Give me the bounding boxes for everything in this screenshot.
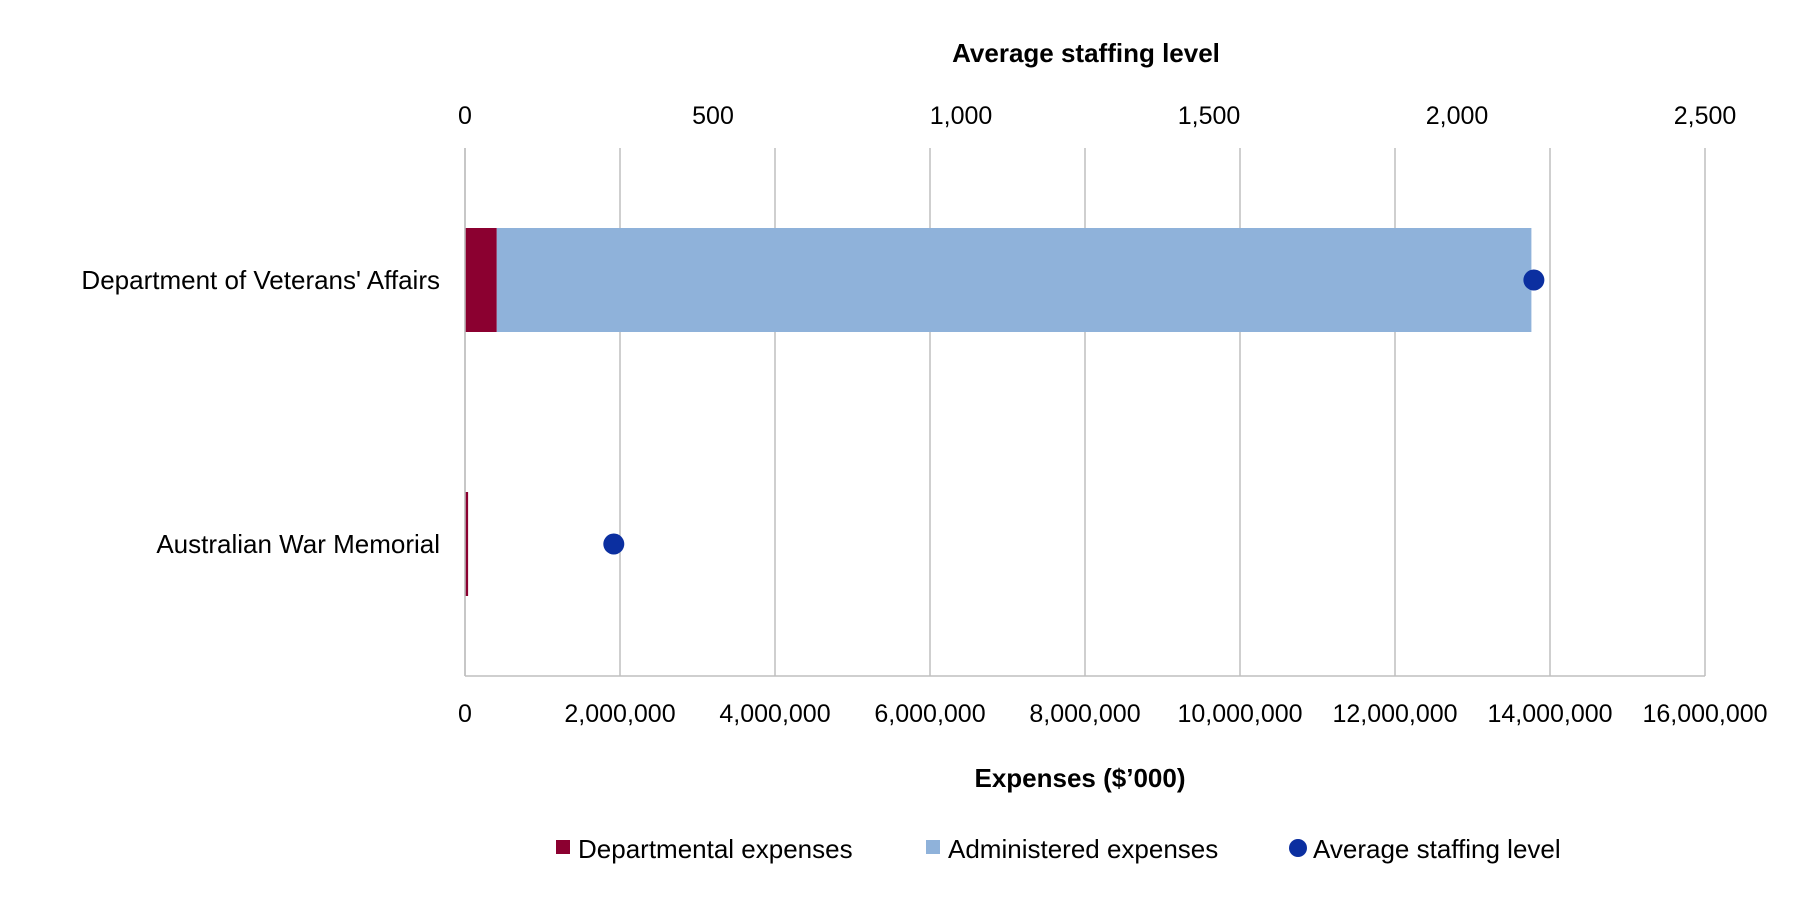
bar-departmental-expenses xyxy=(465,228,497,332)
legend-item-departmental: Departmental expenses xyxy=(556,834,853,864)
x2-tick-label: 0 xyxy=(458,102,472,130)
x-tick-label: 10,000,000 xyxy=(1177,700,1302,728)
x2-tick-label: 2,500 xyxy=(1674,102,1737,130)
gridlines xyxy=(464,148,1706,676)
x-tick-label: 4,000,000 xyxy=(719,700,830,728)
legend-item-administered: Administered expenses xyxy=(926,834,1218,864)
legend-item-staffing: Average staffing level xyxy=(1289,834,1561,864)
x2-tick-label: 500 xyxy=(692,102,734,130)
x-tick-label: 6,000,000 xyxy=(874,700,985,728)
bar-administered-expenses xyxy=(496,228,1532,332)
legend-label-departmental: Departmental expenses xyxy=(578,834,853,864)
x-tick-label: 14,000,000 xyxy=(1487,700,1612,728)
legend-swatch-departmental xyxy=(556,840,570,854)
x2-tick-label: 2,000 xyxy=(1426,102,1489,130)
category-label: Department of Veterans' Affairs xyxy=(81,265,440,295)
category-label: Australian War Memorial xyxy=(156,529,440,559)
x-tick-label: 0 xyxy=(458,700,472,728)
labels: 0 2,000,000 4,000,000 6,000,000 8,000,000 10,… xyxy=(81,102,1767,728)
x2-tick-label: 1,000 xyxy=(930,102,993,130)
axes xyxy=(464,148,1705,677)
x2-tick-label: 1,500 xyxy=(1178,102,1241,130)
bars xyxy=(465,228,1532,596)
point-average-staffing-level xyxy=(1523,269,1545,291)
legend-marker-staffing xyxy=(1289,839,1307,857)
x-tick-label: 8,000,000 xyxy=(1029,700,1140,728)
legend-label-administered: Administered expenses xyxy=(948,834,1218,864)
x-tick-label: 12,000,000 xyxy=(1332,700,1457,728)
legend: Departmental expenses Administered expen… xyxy=(556,834,1561,864)
x-tick-label: 2,000,000 xyxy=(564,700,675,728)
top-axis-title: Average staffing level xyxy=(952,38,1220,68)
legend-swatch-administered xyxy=(926,840,940,854)
legend-label-staffing: Average staffing level xyxy=(1313,834,1561,864)
staffing-points xyxy=(603,269,1545,555)
bottom-axis-title: Expenses ($’000) xyxy=(974,763,1185,793)
bar-departmental-expenses xyxy=(465,492,469,596)
x-tick-label: 16,000,000 xyxy=(1642,700,1767,728)
point-average-staffing-level xyxy=(603,533,625,555)
